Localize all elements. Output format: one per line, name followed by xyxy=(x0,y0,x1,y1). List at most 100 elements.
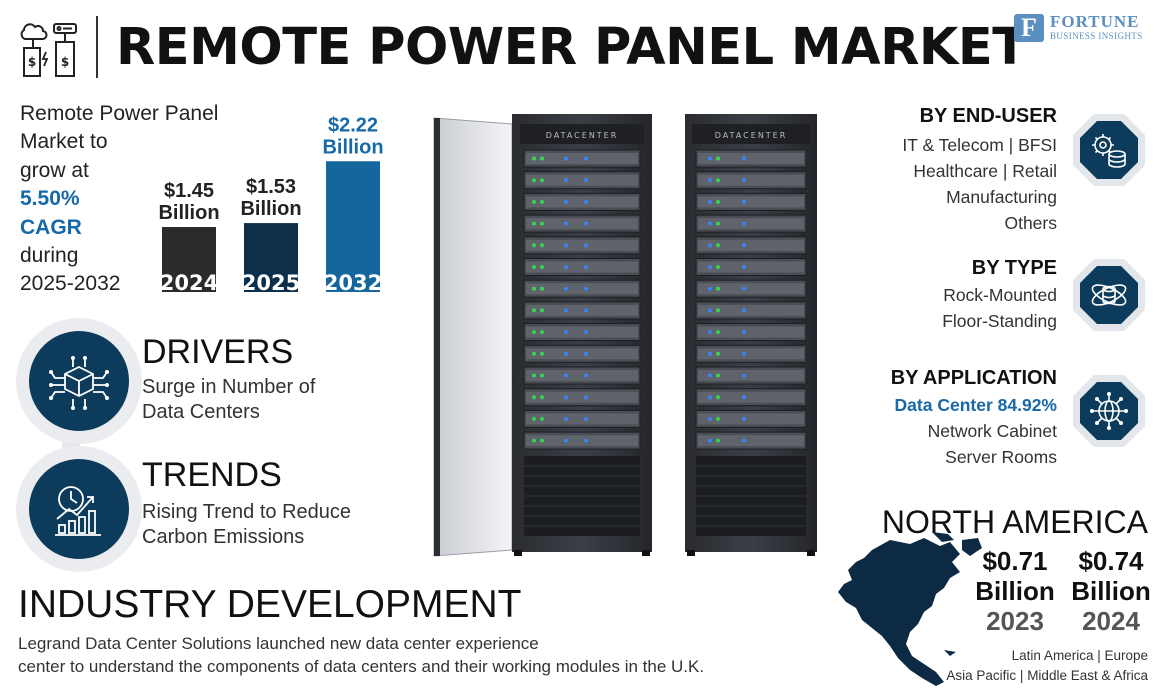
application-title: BY APPLICATION xyxy=(890,367,1057,389)
server-unit xyxy=(523,301,641,320)
north-america-value-2023: $0.71 Billion 2023 xyxy=(970,546,1060,636)
market-line: during xyxy=(20,244,79,268)
server-unit xyxy=(695,366,807,385)
end-user-line: Others xyxy=(1004,213,1057,233)
server-unit xyxy=(695,301,807,320)
bar-2032 xyxy=(326,161,380,292)
server-unit xyxy=(523,214,641,233)
trends-text: Rising Trend to Reduce Carbon Emissions xyxy=(142,500,351,550)
application-line: Network Cabinet xyxy=(927,421,1057,441)
north-america-value-2024: $0.74 Billion 2024 xyxy=(1066,546,1156,636)
server-unit xyxy=(523,431,641,450)
regions-line: Latin America | Europe xyxy=(1011,648,1148,663)
svg-text:$: $ xyxy=(28,55,36,69)
end-user-line: IT & Telecom | BFSI xyxy=(902,135,1057,155)
server-unit xyxy=(523,279,641,298)
end-user-segment: BY END-USER IT & Telecom | BFSI Healthca… xyxy=(902,104,1057,236)
bar-value-label: $1.45 xyxy=(164,180,214,202)
type-line: Rock-Mounted xyxy=(943,285,1057,305)
market-line: grow at xyxy=(20,158,89,182)
server-unit xyxy=(523,344,641,363)
trends-text-line: Rising Trend to Reduce xyxy=(142,501,352,523)
server-unit xyxy=(523,192,641,211)
forecast-period: 2025-2032 xyxy=(20,272,121,296)
na-amount: $0.71 xyxy=(982,546,1048,576)
other-regions: Latin America | Europe Asia Pacific | Mi… xyxy=(946,646,1148,686)
server-unit xyxy=(695,323,807,342)
brand-name: FORTUNE xyxy=(1050,12,1140,31)
server-unit xyxy=(695,214,807,233)
network-cube-icon xyxy=(49,356,109,410)
server-unit xyxy=(523,323,641,342)
industry-development-title: INDUSTRY DEVELOPMENT xyxy=(18,583,522,626)
bar-category-label: 2024 xyxy=(160,271,218,295)
na-unit: Billion xyxy=(975,576,1055,606)
end-user-line: Manufacturing xyxy=(946,187,1057,207)
north-america-map-icon xyxy=(838,532,982,686)
server-unit xyxy=(695,431,807,450)
trends-title: TRENDS xyxy=(142,456,282,494)
rack-left: DATACENTER xyxy=(512,114,652,556)
rack-door xyxy=(433,117,513,557)
cagr-label: CAGR xyxy=(20,215,82,239)
north-america-title: NORTH AMERICA xyxy=(881,504,1148,540)
server-unit xyxy=(695,409,807,428)
na-year: 2023 xyxy=(986,606,1044,636)
market-summary: Remote Power Panel Market to grow at 5.5… xyxy=(20,100,220,299)
header-divider xyxy=(96,16,98,78)
rack-right-label: DATACENTER xyxy=(715,131,788,140)
na-amount: $0.74 xyxy=(1078,546,1144,576)
drivers-text-line: Data Centers xyxy=(142,401,260,423)
bar-value-label: Billion xyxy=(322,136,383,158)
database-orbit-icon xyxy=(1073,259,1145,331)
gear-database-icon xyxy=(1073,114,1145,186)
server-unit xyxy=(523,236,641,255)
bar-category-label: 2032 xyxy=(324,271,382,295)
server-unit xyxy=(695,192,807,211)
type-title: BY TYPE xyxy=(971,257,1057,279)
growth-chart-icon xyxy=(55,486,101,536)
drivers-text: Surge in Number of Data Centers xyxy=(142,375,315,425)
server-unit xyxy=(695,171,807,190)
server-unit xyxy=(523,366,641,385)
server-unit xyxy=(695,388,807,407)
power-panel-icon: $ $ xyxy=(20,23,77,77)
application-highlight: Data Center 84.92% xyxy=(894,395,1057,415)
bar-value-label: Billion xyxy=(240,198,301,220)
industry-text-line: Legrand Data Center Solutions launched n… xyxy=(18,634,539,653)
server-unit xyxy=(695,236,807,255)
application-segment: BY APPLICATION Data Center 84.92% Networ… xyxy=(891,366,1057,470)
bar-value-label: Billion xyxy=(158,202,219,224)
server-racks-illustration: DATACENTER DATACENTER xyxy=(433,114,817,557)
trends-text-line: Carbon Emissions xyxy=(142,526,305,548)
market-size-bar-chart: 2024$1.45Billion2025$1.53Billion2032$2.2… xyxy=(158,114,383,295)
brand-subtitle: BUSINESS INSIGHTS xyxy=(1050,31,1143,41)
server-unit xyxy=(523,388,641,407)
server-unit xyxy=(695,344,807,363)
type-line: Floor-Standing xyxy=(942,311,1057,331)
server-unit xyxy=(523,409,641,428)
industry-development-text: Legrand Data Center Solutions launched n… xyxy=(18,632,798,678)
bar-2024 xyxy=(162,227,216,292)
rack-left-label: DATACENTER xyxy=(546,131,619,140)
industry-text-line: center to understand the components of d… xyxy=(18,657,705,676)
server-unit xyxy=(523,171,641,190)
bar-value-label: $2.22 xyxy=(328,114,378,136)
server-unit xyxy=(523,149,641,168)
server-unit xyxy=(523,258,641,276)
globe-network-icon xyxy=(1073,375,1145,447)
market-line: Market to xyxy=(20,130,108,154)
application-line: Server Rooms xyxy=(945,447,1057,467)
page-title: REMOTE POWER PANEL MARKET xyxy=(116,18,1027,77)
rack-right: DATACENTER xyxy=(685,114,817,556)
regions-line: Asia Pacific | Middle East & Africa xyxy=(946,668,1148,683)
server-unit xyxy=(695,258,807,276)
drivers-badge xyxy=(16,318,142,444)
market-line: Remote Power Panel xyxy=(20,102,219,125)
server-unit xyxy=(695,279,807,298)
drivers-text-line: Surge in Number of xyxy=(142,376,316,398)
na-unit: Billion xyxy=(1071,576,1151,606)
brand-logo: F FORTUNE BUSINESS INSIGHTS xyxy=(1014,12,1150,46)
cagr-value: 5.50% xyxy=(20,187,80,211)
trends-badge xyxy=(16,446,142,572)
